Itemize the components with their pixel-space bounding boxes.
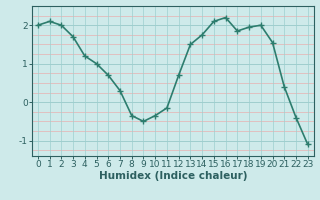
X-axis label: Humidex (Indice chaleur): Humidex (Indice chaleur) — [99, 171, 247, 181]
